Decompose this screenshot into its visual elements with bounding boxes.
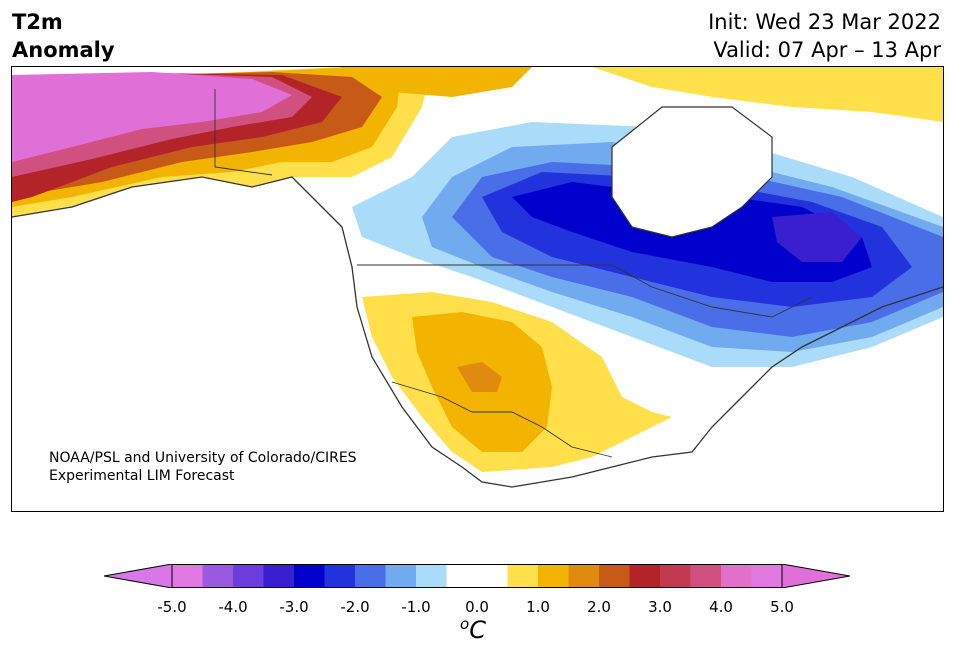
colorbar-segment — [385, 564, 417, 588]
colorbar-segment — [751, 564, 783, 588]
colorbar-segment — [568, 564, 600, 588]
anomaly-map — [12, 67, 943, 488]
colorbar-segment — [690, 564, 722, 588]
unit-letter: C — [469, 616, 486, 644]
colorbar-tick-label: 2.0 — [587, 598, 611, 616]
colorbar-segment — [599, 564, 630, 588]
title-line-2: Anomaly — [12, 38, 115, 62]
colorbar-tick-label: 1.0 — [526, 598, 550, 616]
title-line-1: T2m — [12, 10, 63, 34]
colorbar-tick-label: -3.0 — [279, 598, 309, 616]
colorbar-under-arrow — [103, 563, 173, 589]
colorbar-tick-label: -1.0 — [401, 598, 431, 616]
map-panel — [11, 66, 944, 512]
colorbar-ticks: -5.0 -4.0 -3.0 -2.0 -1.0 0.0 1.0 2.0 3.0 4.0 5.0 — [0, 598, 953, 618]
colorbar-segment — [324, 564, 356, 588]
colorbar-segment — [233, 564, 264, 588]
colorbar-segment — [263, 564, 295, 588]
colorbar-segment — [446, 564, 478, 588]
credit-line-2: Experimental LIM Forecast — [49, 468, 235, 484]
colorbar-segment — [294, 564, 325, 588]
colorbar-segment — [538, 564, 569, 588]
colorbar-tick-label: -5.0 — [157, 598, 187, 616]
credit-line-1: NOAA/PSL and University of Colorado/CIRE… — [49, 450, 357, 466]
colorbar-unit: oC — [460, 615, 486, 644]
colorbar-tick-label: -4.0 — [218, 598, 248, 616]
init-date: Init: Wed 23 Mar 2022 — [708, 10, 941, 34]
valid-range: Valid: 07 Apr – 13 Apr — [713, 38, 941, 62]
colorbar-segment — [507, 564, 539, 588]
colorbar-tick-label: -2.0 — [340, 598, 370, 616]
date-info: Init: Wed 23 Mar 2022 Valid: 07 Apr – 13… — [708, 8, 941, 64]
colorbar-graphic — [103, 563, 851, 589]
arctic-gold — [342, 67, 532, 97]
us-canada-border — [357, 264, 813, 318]
colorbar-over-arrow — [781, 563, 851, 589]
us-mexico-border — [391, 381, 613, 458]
colorbar-segment — [202, 564, 234, 588]
alaska-border — [214, 89, 273, 176]
colorbar — [103, 563, 851, 589]
southwest-warm-orange — [457, 362, 502, 392]
arctic-warm-anomaly — [592, 67, 943, 122]
north-america-coastline — [12, 176, 943, 488]
colorbar-segment — [477, 564, 508, 588]
colorbar-segment — [172, 564, 203, 588]
quebec-cold-indigo — [772, 212, 862, 262]
colorbar-segment — [721, 564, 752, 588]
hudson-bay — [611, 106, 773, 238]
colorbar-tick-label: 5.0 — [770, 598, 794, 616]
colorbar-tick-label: 4.0 — [709, 598, 733, 616]
colorbar-tick-label: 0.0 — [465, 598, 489, 616]
unit-superscript: o — [460, 615, 470, 633]
alaska-anomaly-pink — [12, 72, 292, 162]
colorbar-border — [171, 564, 783, 588]
colorbar-tick-label: 3.0 — [648, 598, 672, 616]
colorbar-segment — [355, 564, 386, 588]
credit-text: NOAA/PSL and University of Colorado/CIRE… — [49, 449, 357, 485]
colorbar-segment — [629, 564, 661, 588]
colorbar-segment — [660, 564, 691, 588]
colorbar-segment — [416, 564, 447, 588]
map-title: T2m Anomaly — [12, 8, 115, 64]
